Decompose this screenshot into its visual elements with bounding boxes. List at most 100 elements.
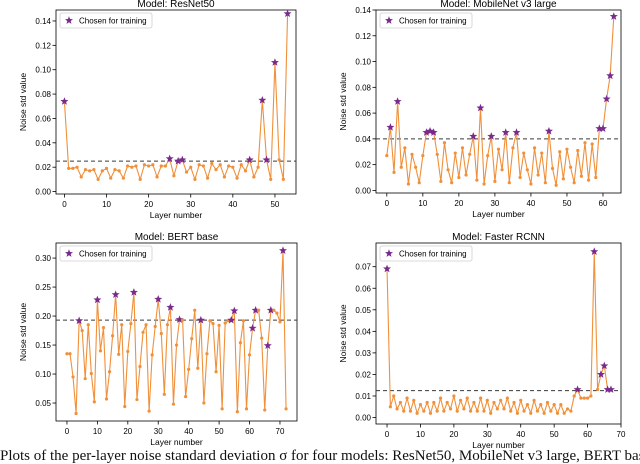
data-point (88, 169, 92, 173)
chosen-point (178, 155, 187, 164)
legend-star-icon (65, 16, 73, 24)
chart-title: Model: ResNet50 (137, 0, 215, 10)
x-tick-label: 20 (449, 430, 458, 439)
data-point (193, 177, 197, 181)
data-point (184, 395, 188, 399)
data-point (174, 343, 179, 347)
x-tick-label: 40 (526, 199, 535, 208)
data-point (507, 181, 511, 185)
y-axis-label: Noise std value (338, 304, 348, 362)
data-point (214, 370, 218, 374)
data-point (121, 176, 125, 180)
y-axis-label: Noise std value (18, 73, 28, 131)
x-tick-label: 30 (490, 199, 499, 208)
data-point (550, 166, 555, 171)
y-tick-label: 0.05 (35, 399, 51, 408)
data-point (532, 398, 536, 402)
data-point (450, 181, 454, 185)
data-point (153, 324, 157, 329)
chosen-point (602, 94, 611, 103)
data-point (529, 411, 533, 415)
data-point (220, 407, 224, 411)
y-tick-label: 0.08 (355, 83, 371, 92)
data-point (403, 146, 407, 150)
data-point (120, 323, 124, 327)
data-point (135, 397, 139, 402)
chosen-point (251, 306, 260, 314)
data-point (80, 328, 84, 333)
data-point (144, 323, 148, 327)
chosen-point (386, 123, 395, 131)
legend-box (59, 245, 153, 262)
data-point (227, 164, 231, 168)
data-point (435, 409, 439, 413)
x-tick-label: 40 (184, 427, 193, 436)
x-tick-label: 70 (276, 427, 285, 436)
x-axis-label: Layer number (150, 210, 203, 220)
data-point (410, 152, 414, 156)
data-point (479, 396, 483, 400)
chosen-point (422, 128, 431, 136)
x-tick-label: 0 (62, 200, 67, 209)
y-axis-label: Noise std value (18, 303, 28, 361)
data-point (554, 183, 558, 187)
data-point (197, 163, 201, 167)
data-point (455, 409, 459, 413)
y-tick-label: 0.06 (35, 114, 51, 123)
data-point (159, 164, 163, 168)
chosen-point (245, 155, 254, 164)
y-tick-label: 0.08 (35, 90, 51, 99)
data-point (502, 407, 506, 411)
data-point (472, 400, 476, 405)
series-line (386, 16, 615, 186)
data-point (277, 158, 281, 162)
data-point (165, 323, 169, 327)
data-point (558, 150, 562, 154)
y-tick-label: 0.10 (35, 370, 51, 379)
chosen-point (590, 247, 599, 256)
data-point (555, 411, 560, 415)
data-point (208, 319, 212, 323)
y-tick-label: 0.01 (355, 392, 371, 401)
x-tick-label: 50 (215, 427, 224, 436)
data-point (151, 163, 155, 167)
data-point (576, 148, 580, 153)
data-point (579, 174, 583, 178)
x-tick-label: 50 (563, 199, 572, 208)
series-line (66, 250, 287, 414)
data-point (110, 334, 115, 338)
data-point (210, 161, 214, 166)
data-point (98, 349, 103, 353)
chosen-point (60, 97, 69, 105)
data-point (187, 367, 191, 371)
data-point (435, 152, 439, 156)
data-point (406, 182, 411, 186)
data-point (408, 409, 413, 413)
data-point (468, 152, 472, 156)
y-tick-label: 0.20 (35, 312, 51, 321)
x-tick-label: 60 (599, 199, 608, 208)
data-point (552, 403, 556, 407)
y-tick-label: 0.02 (355, 161, 371, 170)
chosen-point (487, 132, 496, 140)
data-point (590, 142, 594, 146)
faster-rcnn-chart: Model: Faster RCNN 0 10 20 30 40 50 60 70 0.00 0.0… (338, 232, 626, 450)
data-point (223, 321, 227, 325)
data-point (505, 396, 509, 400)
data-point (452, 394, 456, 398)
data-point (150, 353, 154, 357)
chosen-point (270, 58, 279, 66)
data-point (126, 349, 130, 354)
data-point (83, 168, 88, 172)
data-point (117, 352, 121, 356)
chosen-point (606, 71, 615, 80)
data-point (214, 168, 218, 172)
plot-frame (375, 242, 622, 425)
data-point (453, 151, 457, 155)
data-point (402, 409, 406, 413)
data-point (468, 409, 473, 413)
data-point (438, 396, 443, 400)
data-point (193, 308, 197, 312)
data-point (549, 409, 553, 413)
chosen-point (266, 306, 275, 314)
